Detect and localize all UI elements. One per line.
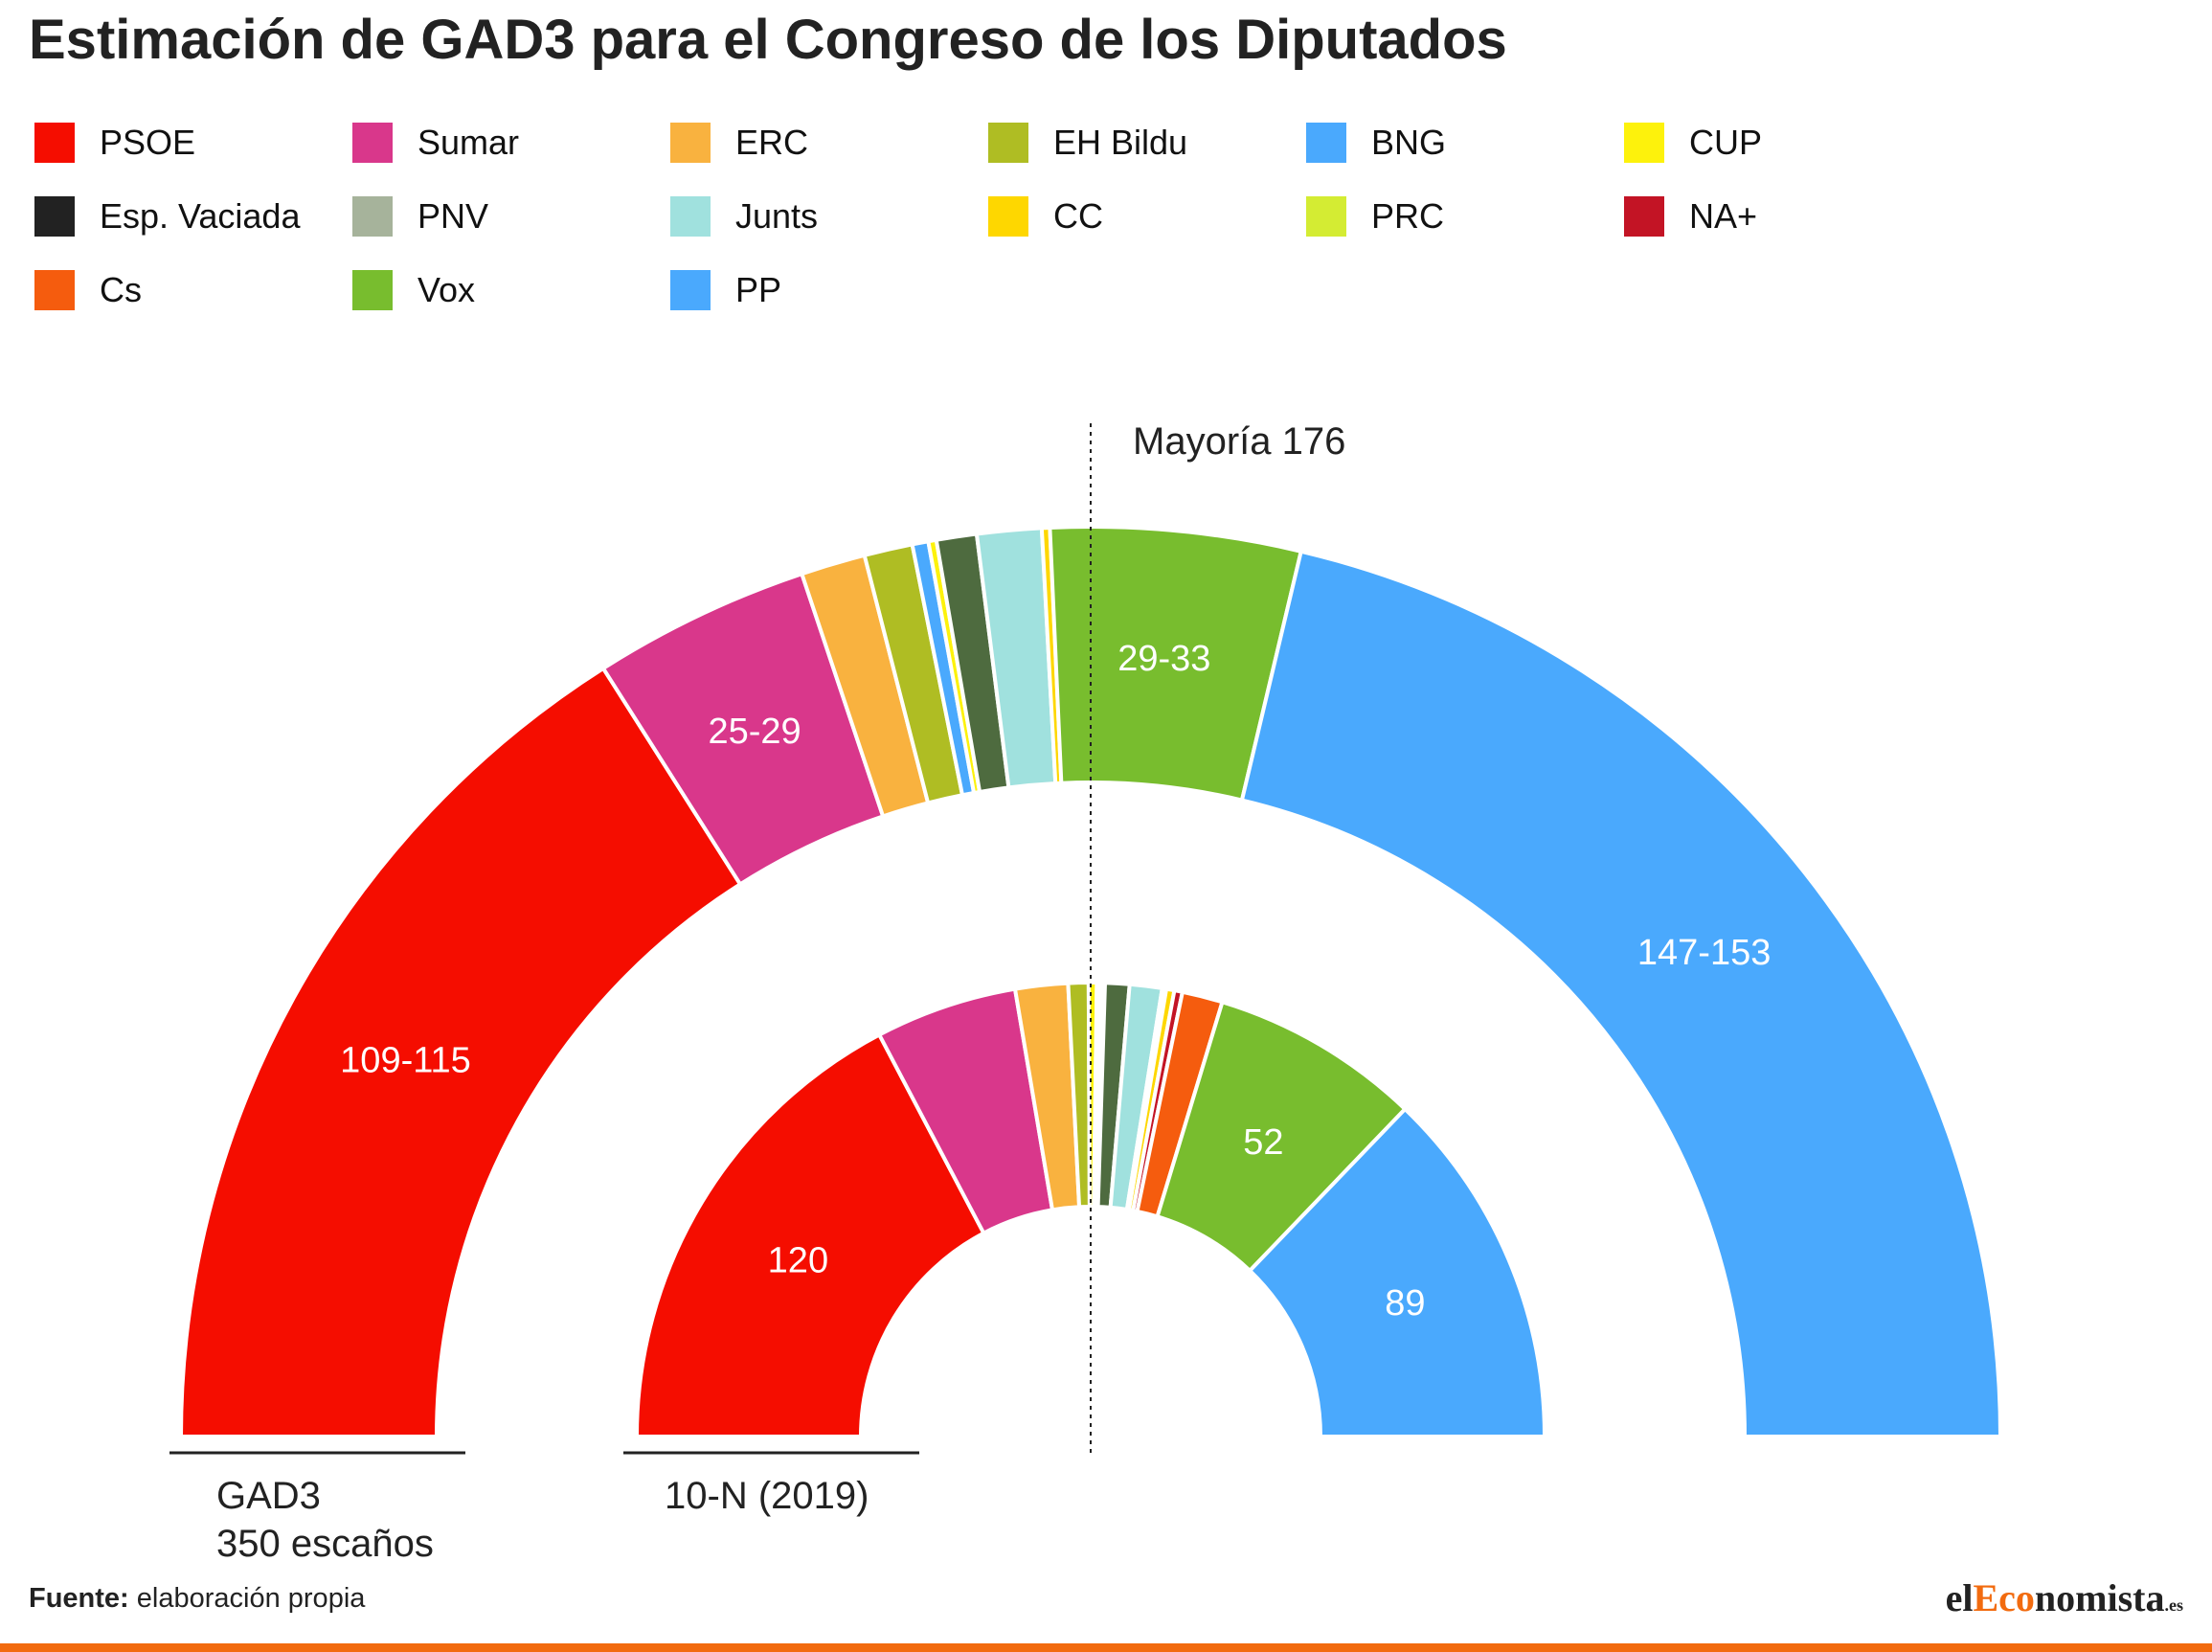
legend-label: Sumar bbox=[418, 123, 520, 162]
legend-swatch bbox=[988, 196, 1028, 237]
legend-label: PP bbox=[735, 270, 782, 309]
legend-swatch bbox=[352, 123, 393, 163]
legend-label: PSOE bbox=[100, 123, 196, 162]
segment-psoe bbox=[178, 666, 743, 1438]
data-label: 89 bbox=[1385, 1283, 1425, 1324]
data-label: 52 bbox=[1243, 1122, 1283, 1163]
legend-label: PNV bbox=[418, 196, 489, 236]
legend-swatch bbox=[1306, 123, 1346, 163]
data-label: 120 bbox=[768, 1240, 828, 1280]
legend-label: Vox bbox=[418, 270, 476, 309]
legend-swatch bbox=[34, 123, 75, 163]
series-caption: 10-N (2019) bbox=[665, 1475, 869, 1517]
legend-item: Vox bbox=[352, 270, 475, 310]
data-label: 109-115 bbox=[340, 1041, 471, 1081]
legend-swatch bbox=[1306, 196, 1346, 237]
legend-item: CUP bbox=[1624, 123, 1762, 163]
legend-label: BNG bbox=[1371, 123, 1447, 162]
legend-label: Junts bbox=[735, 196, 819, 236]
legend-label: ERC bbox=[735, 123, 809, 162]
footer-bar bbox=[0, 1643, 2212, 1652]
legend-item: BNG bbox=[1306, 123, 1446, 163]
source-label: Fuente: bbox=[29, 1583, 129, 1614]
legend-swatch bbox=[352, 270, 393, 310]
segment-pp bbox=[1239, 549, 2003, 1438]
legend-swatch bbox=[34, 196, 75, 237]
legend-item: Esp. Vaciada bbox=[34, 196, 300, 237]
legend-swatch bbox=[352, 196, 393, 237]
legend-swatch bbox=[34, 270, 75, 310]
legend-item: CC bbox=[988, 196, 1103, 237]
data-label: 147-153 bbox=[1637, 933, 1771, 973]
series-caption: GAD3 bbox=[216, 1475, 321, 1517]
legend-label: Cs bbox=[100, 270, 142, 309]
legend-item: PNV bbox=[352, 196, 488, 237]
chart-title: Estimación de GAD3 para el Congreso de l… bbox=[29, 9, 1507, 71]
legend-label: CC bbox=[1053, 196, 1103, 236]
legend-item: Junts bbox=[670, 196, 818, 237]
legend-item: NA+ bbox=[1624, 196, 1757, 237]
legend-swatch bbox=[670, 196, 711, 237]
data-label: 29-33 bbox=[1117, 639, 1210, 679]
legend-label: Esp. Vaciada bbox=[100, 196, 301, 236]
legend-swatch bbox=[670, 123, 711, 163]
segment-pp bbox=[1247, 1106, 1547, 1438]
legend-item: PRC bbox=[1306, 196, 1444, 237]
segment-psoe bbox=[634, 1031, 986, 1438]
majority-label: Mayoría 176 bbox=[1133, 420, 1345, 463]
series-subcaption: 350 escaños bbox=[216, 1523, 434, 1565]
legend-label: PRC bbox=[1371, 196, 1445, 236]
legend-item: EH Bildu bbox=[988, 123, 1187, 163]
data-label: 25-29 bbox=[708, 712, 801, 752]
legend-item: Cs bbox=[34, 270, 142, 310]
legend-item: PSOE bbox=[34, 123, 195, 163]
legend-swatch bbox=[670, 270, 711, 310]
legend-item: Sumar bbox=[352, 123, 519, 163]
legend-item: ERC bbox=[670, 123, 808, 163]
legend-swatch bbox=[988, 123, 1028, 163]
legend-swatch bbox=[1624, 123, 1664, 163]
legend-label: EH Bildu bbox=[1053, 123, 1188, 162]
logo: elEconomista.es bbox=[1945, 1576, 2183, 1619]
source-note: Fuente: elaboración propia bbox=[29, 1583, 365, 1615]
legend-item: PP bbox=[670, 270, 781, 310]
legend-label: NA+ bbox=[1689, 196, 1758, 236]
source-text: elaboración propia bbox=[128, 1583, 366, 1614]
legend-swatch bbox=[1624, 196, 1664, 237]
legend-label: CUP bbox=[1689, 123, 1763, 162]
